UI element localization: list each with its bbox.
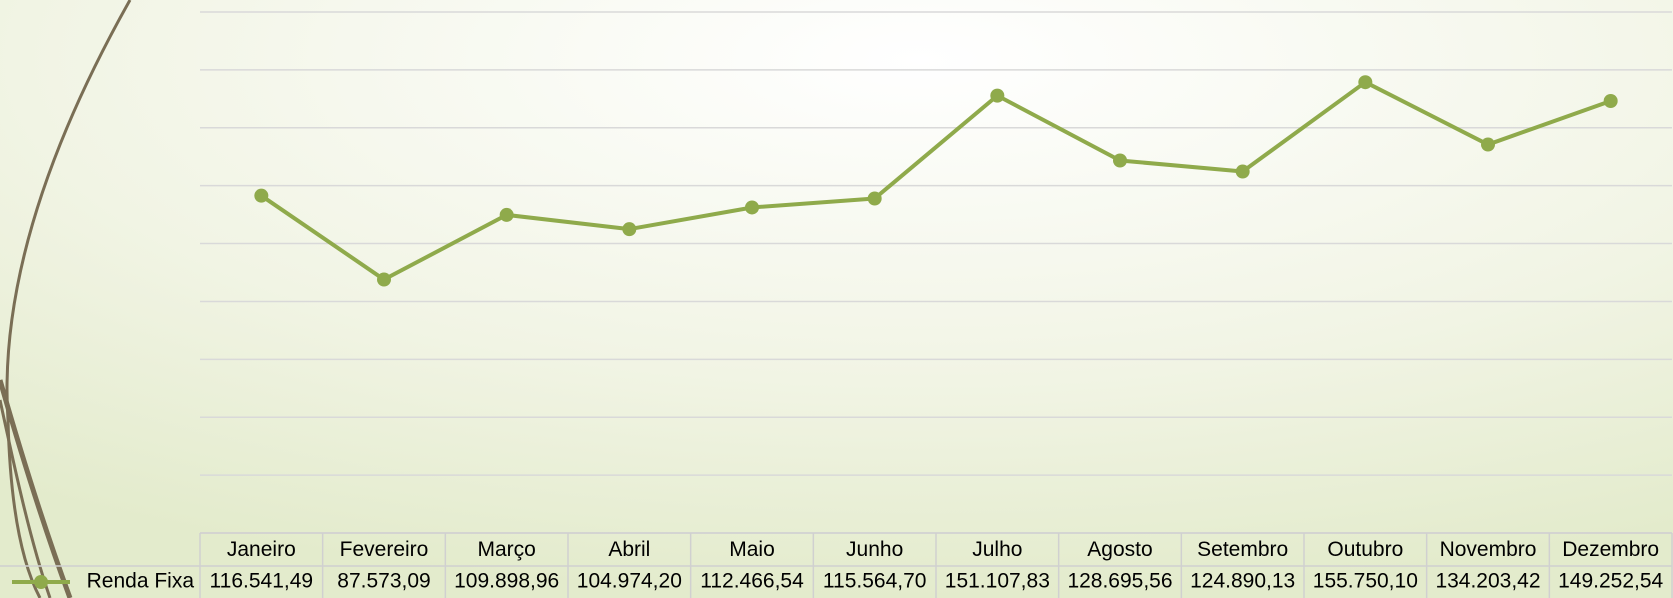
chart: Janeiro Fevereiro Março Abril Maio Junho Julho… [0,0,1673,598]
x-tick-label: Setembro [1197,538,1288,561]
x-tick-label: Março [477,538,535,561]
data-table-value: 128.695,56 [1067,570,1172,593]
data-table-value: 104.974,20 [577,570,682,593]
data-table-value: 149.252,54 [1558,570,1663,593]
x-tick-label: Maio [729,538,775,561]
legend-key [34,575,48,589]
data-table-value: 151.107,83 [945,570,1050,593]
x-tick-label: Janeiro [227,538,296,561]
legend-label: Renda Fixa [87,570,195,593]
data-point [745,200,759,214]
data-point [1113,153,1127,167]
x-tick-label: Dezembro [1562,538,1659,561]
page: Janeiro Fevereiro Março Abril Maio Junho Julho… [0,0,1673,598]
x-tick-label: Outubro [1327,538,1403,561]
data-point [1481,138,1495,152]
data-table-value: 116.541,49 [210,570,314,593]
data-point [868,192,882,206]
data-table-value: 87.573,09 [337,570,430,593]
data-point [1236,165,1250,179]
x-tick-label: Abril [608,538,650,561]
data-point [254,189,268,203]
data-table-value: 112.466,54 [700,570,804,593]
data-point [377,273,391,287]
x-tick-label: Novembro [1440,538,1537,561]
background [0,0,1673,598]
x-tick-label: Julho [972,538,1022,561]
data-table-value: 134.203,42 [1435,570,1540,593]
x-tick-label: Agosto [1087,538,1152,561]
data-table-value: 109.898,96 [454,570,559,593]
data-point [622,222,636,236]
data-point [1604,94,1618,108]
data-table-value: 124.890,13 [1190,570,1295,593]
data-table-value: 115.564,70 [823,570,927,593]
x-tick-label: Fevereiro [340,538,429,561]
x-tick-label: Junho [846,538,903,561]
data-point [1358,75,1372,89]
data-point [990,89,1004,103]
data-table-value: 155.750,10 [1313,570,1418,593]
data-point [500,208,514,222]
